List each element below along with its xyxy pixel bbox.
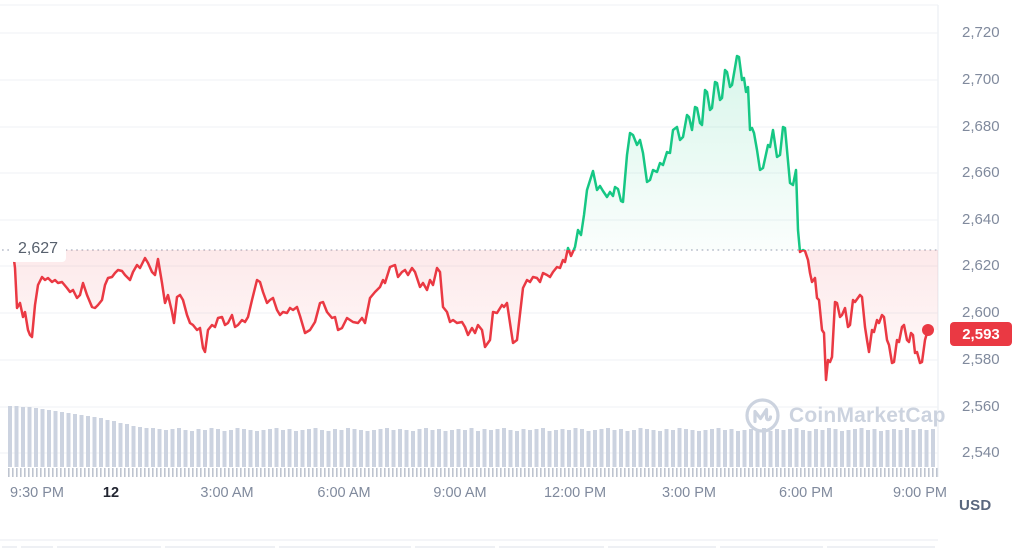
x-axis-tick-label: 12:00 PM [543,485,607,501]
x-axis-tick-label: 9:00 PM [893,485,947,501]
y-axis-tick-label: 2,560 [962,398,1000,415]
x-axis-tick-label: 3:00 PM [662,485,716,501]
x-axis-tick-label: 9:30 PM [10,485,64,501]
current-price-badge: 2,593 [950,322,1012,346]
y-axis-tick-label: 2,680 [962,118,1000,135]
y-axis-tick-label: 2,580 [962,351,1000,368]
x-axis-tick-label: 12 [102,485,120,501]
x-axis-tick-label: 6:00 PM [779,485,833,501]
coinmarketcap-watermark-text: CoinMarketCap [789,403,946,427]
y-axis-tick-label: 2,640 [962,211,1000,228]
x-axis-tick-label: 6:00 AM [317,485,371,501]
y-axis-tick-label: 2,620 [962,257,1000,274]
coinmarketcap-logo-icon [744,397,781,434]
x-axis-tick-label: 9:00 AM [433,485,487,501]
open-price-label: 2,627 [10,237,67,262]
x-axis-tick-label: 3:00 AM [200,485,254,501]
y-axis-tick-label: 2,540 [962,444,1000,461]
currency-label: USD [959,497,992,514]
y-axis-tick-label: 2,720 [962,24,1000,41]
coinmarketcap-watermark: CoinMarketCap [744,397,946,434]
y-axis-tick-label: 2,600 [962,304,1000,321]
y-axis-tick-label: 2,660 [962,164,1000,181]
y-axis-tick-label: 2,700 [962,71,1000,88]
